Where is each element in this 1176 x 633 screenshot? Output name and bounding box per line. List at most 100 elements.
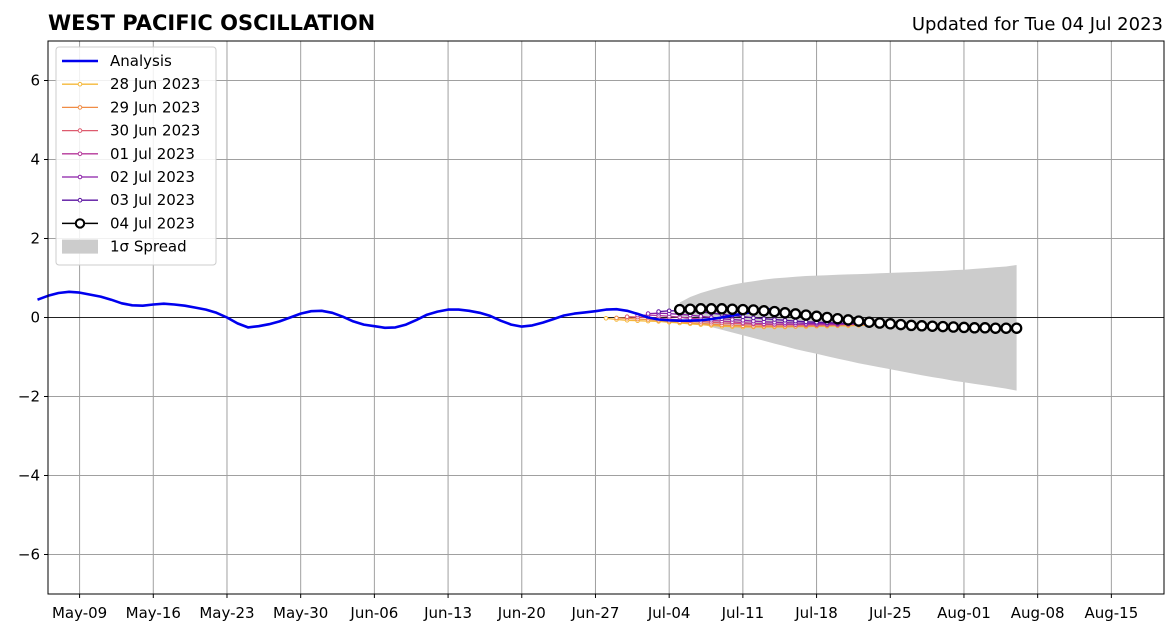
y-tick-label: 6 <box>30 72 40 90</box>
y-tick-label: −2 <box>18 388 40 406</box>
data-point <box>747 304 760 316</box>
legend-label: 28 Jun 2023 <box>110 75 200 93</box>
data-point <box>1010 322 1023 334</box>
legend-label: 30 Jun 2023 <box>110 122 200 140</box>
legend-marker <box>77 151 83 157</box>
legend-label: Analysis <box>110 52 172 70</box>
data-point <box>656 309 661 314</box>
x-tick-label: Jun-06 <box>349 604 398 622</box>
data-point <box>863 316 875 328</box>
y-tick-label: −4 <box>18 467 40 485</box>
y-tick-label: −6 <box>18 546 40 564</box>
legend-marker <box>77 174 83 180</box>
legend-marker <box>77 105 83 110</box>
legend-marker <box>74 218 86 229</box>
data-point <box>873 317 886 329</box>
data-point <box>789 308 802 320</box>
legend-marker <box>77 81 83 87</box>
y-tick-label: 0 <box>30 309 40 327</box>
x-tick-label: Aug-08 <box>1011 604 1065 622</box>
x-tick-label: Jul-04 <box>647 604 691 622</box>
data-point <box>947 321 960 333</box>
data-point <box>695 303 707 315</box>
legend-item: 01 Jul 2023 <box>62 145 195 163</box>
x-tick-label: Jun-20 <box>497 604 546 622</box>
data-point <box>842 314 854 326</box>
data-point <box>624 314 630 320</box>
x-tick-label: Jun-27 <box>571 604 620 622</box>
legend-item: 1σ Spread <box>62 238 187 256</box>
x-tick-label: May-30 <box>273 604 328 622</box>
legend-label: 04 Jul 2023 <box>110 214 195 232</box>
data-point <box>684 303 696 315</box>
legend-marker <box>77 197 83 203</box>
data-point <box>1000 322 1012 334</box>
x-axis: May-09 May-16 May-23 May-30 Jun-06 Jun-13 Jun-… <box>52 594 1138 622</box>
data-point <box>614 315 619 321</box>
data-point <box>705 303 718 315</box>
legend-item: 04 Jul 2023 <box>62 214 195 232</box>
data-point <box>793 318 798 324</box>
series-line <box>37 290 775 330</box>
data-point <box>831 312 844 325</box>
data-point <box>884 318 897 330</box>
data-point <box>772 317 777 322</box>
data-point <box>737 303 749 316</box>
data-point <box>768 305 781 318</box>
legend-label: 03 Jul 2023 <box>110 191 195 209</box>
latest-forecast-series <box>673 303 1023 334</box>
data-point <box>852 315 865 327</box>
data-point <box>740 318 746 323</box>
data-point <box>730 317 735 322</box>
legend-marker <box>77 128 83 133</box>
legend-item: 02 Jul 2023 <box>62 168 195 186</box>
legend-label: 1σ Spread <box>110 238 187 256</box>
analysis-series <box>37 290 775 330</box>
x-tick-label: May-09 <box>52 604 107 622</box>
data-point <box>698 314 704 319</box>
data-point <box>926 320 939 332</box>
data-point <box>779 307 791 319</box>
data-point <box>645 311 651 316</box>
legend-item: 03 Jul 2023 <box>62 191 195 209</box>
y-tick-label: 4 <box>30 151 40 169</box>
x-tick-label: Jul-11 <box>721 604 765 622</box>
x-tick-label: Jun-13 <box>423 604 472 622</box>
data-point <box>895 318 907 331</box>
x-tick-label: Aug-15 <box>1084 604 1138 622</box>
data-point <box>716 303 728 315</box>
legend-item: 30 Jun 2023 <box>62 122 200 140</box>
data-point <box>673 303 686 316</box>
x-tick-label: Jul-25 <box>868 604 912 622</box>
data-point <box>968 322 981 334</box>
data-point <box>800 309 812 321</box>
data-point <box>751 315 756 321</box>
x-tick-label: Aug-01 <box>937 604 991 622</box>
data-point <box>666 308 672 314</box>
x-tick-label: May-23 <box>199 604 254 622</box>
data-point <box>958 321 970 334</box>
legend-item: Analysis <box>62 52 172 70</box>
data-point <box>810 310 823 323</box>
data-point <box>726 303 739 315</box>
legend-label: 02 Jul 2023 <box>110 168 195 186</box>
x-tick-label: May-16 <box>126 604 181 622</box>
legend-box <box>55 46 217 266</box>
data-point <box>740 314 746 320</box>
legend-item: 29 Jun 2023 <box>62 98 200 116</box>
legend-swatch <box>62 239 98 254</box>
series-analysis <box>37 290 775 330</box>
x-tick-label: Jul-18 <box>794 604 838 622</box>
legend-label: 01 Jul 2023 <box>110 145 195 163</box>
data-point <box>758 305 770 317</box>
updated-date: Updated for Tue 04 Jul 2023 <box>912 14 1163 35</box>
data-point <box>603 316 609 321</box>
data-point <box>782 318 788 323</box>
data-point <box>989 322 1002 334</box>
data-point <box>979 322 991 334</box>
data-point <box>905 319 918 332</box>
legend-item: 28 Jun 2023 <box>62 75 200 93</box>
data-point <box>916 320 928 332</box>
data-point <box>761 316 767 322</box>
